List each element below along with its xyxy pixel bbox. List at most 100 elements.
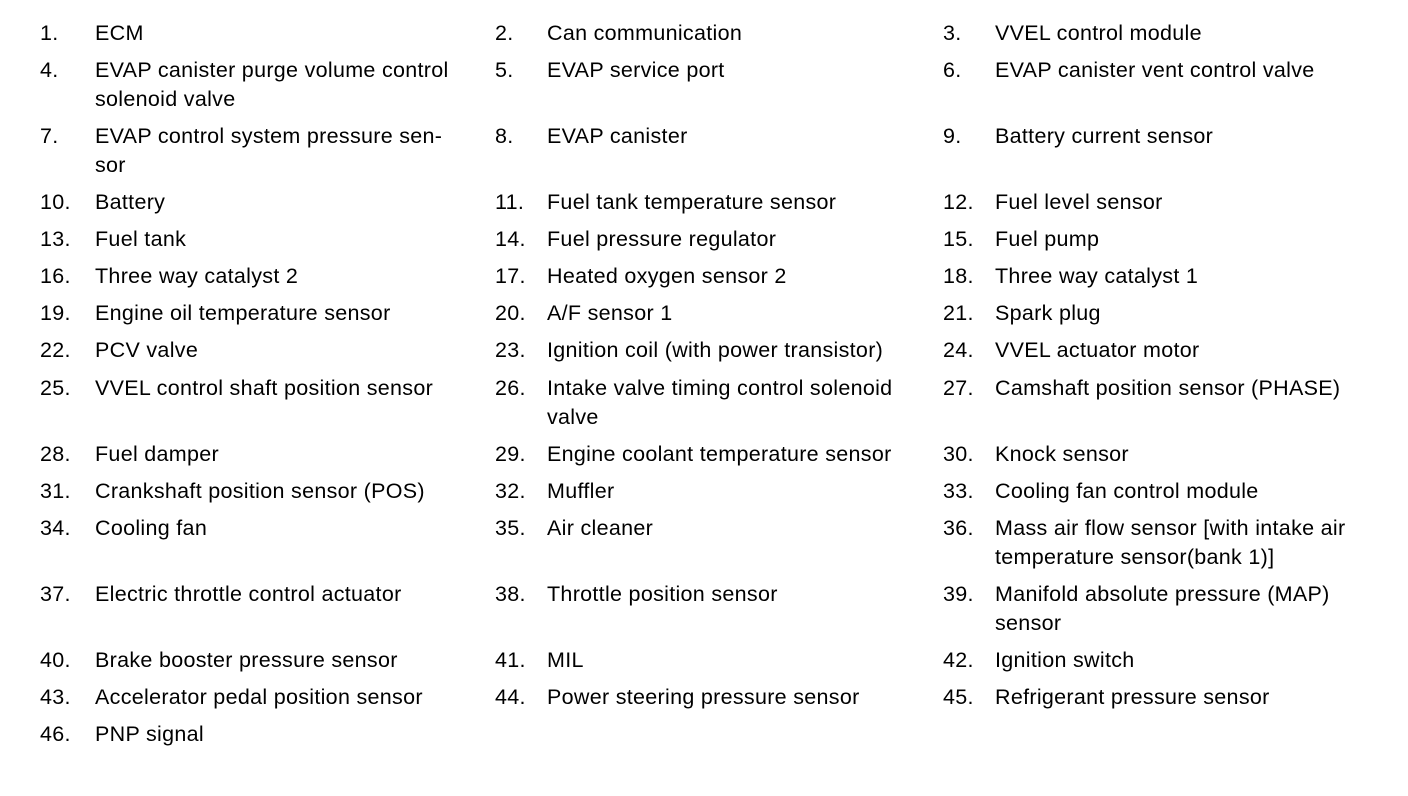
item-number: 7. bbox=[40, 124, 59, 148]
item-number: 40. bbox=[40, 648, 71, 672]
item-label: Engine oil temperature sensor bbox=[95, 301, 391, 325]
legend-item-45: 45. Refrigerant pressure sensor bbox=[943, 683, 1398, 712]
legend-item-44: 44. Power steering pressure sensor bbox=[495, 683, 943, 712]
item-number: 19. bbox=[40, 301, 71, 325]
item-number: 16. bbox=[40, 264, 71, 288]
item-label: VVEL control shaft position sensor bbox=[95, 376, 434, 400]
item-number: 32. bbox=[495, 479, 526, 503]
item-label: Ignition coil (with power transistor) bbox=[547, 338, 884, 362]
item-number: 9. bbox=[943, 124, 962, 148]
legend-item-31: 31. Crankshaft position sensor (POS) bbox=[40, 477, 495, 506]
item-number: 36. bbox=[943, 516, 974, 540]
legend-item-1: 1. ECM bbox=[40, 19, 495, 48]
item-number: 46. bbox=[40, 722, 71, 746]
item-label: Cooling fan bbox=[95, 516, 208, 540]
legend-item-40: 40. Brake booster pressure sensor bbox=[40, 646, 495, 675]
item-number: 18. bbox=[943, 264, 974, 288]
item-number: 37. bbox=[40, 582, 71, 606]
item-label: VVEL control module bbox=[995, 21, 1202, 45]
item-number: 4. bbox=[40, 58, 59, 82]
legend-item-41: 41. MIL bbox=[495, 646, 943, 675]
item-label: Muffler bbox=[547, 479, 615, 503]
item-label: Manifold absolute pressure (MAP) sensor bbox=[995, 582, 1330, 635]
legend-item-8: 8. EVAP canister bbox=[495, 122, 943, 151]
item-label: Throttle position sensor bbox=[547, 582, 778, 606]
item-label: Ignition switch bbox=[995, 648, 1135, 672]
legend-row-15: 43. Accelerator pedal position sensor 44… bbox=[40, 683, 1398, 712]
item-number: 27. bbox=[943, 376, 974, 400]
legend-item-18: 18. Three way catalyst 1 bbox=[943, 262, 1398, 291]
legend-item-4: 4. EVAP canister purge volume control so… bbox=[40, 56, 495, 114]
item-label: Battery current sensor bbox=[995, 124, 1214, 148]
item-label: Three way catalyst 1 bbox=[995, 264, 1199, 288]
item-number: 3. bbox=[943, 21, 962, 45]
legend-item-9: 9. Battery current sensor bbox=[943, 122, 1398, 151]
item-label: Three way catalyst 2 bbox=[95, 264, 299, 288]
legend-item-23: 23. Ignition coil (with power transistor… bbox=[495, 336, 943, 365]
item-number: 21. bbox=[943, 301, 974, 325]
item-label: Fuel pump bbox=[995, 227, 1100, 251]
legend-item-26: 26. Intake valve timing control solenoid… bbox=[495, 374, 943, 432]
item-label: Refrigerant pressure sensor bbox=[995, 685, 1270, 709]
item-number: 2. bbox=[495, 21, 514, 45]
legend-row-8: 22. PCV valve 23. Ignition coil (with po… bbox=[40, 336, 1398, 365]
item-number: 13. bbox=[40, 227, 71, 251]
item-number: 38. bbox=[495, 582, 526, 606]
item-label: Can communication bbox=[547, 21, 743, 45]
item-number: 28. bbox=[40, 442, 71, 466]
item-number: 20. bbox=[495, 301, 526, 325]
legend-row-11: 31. Crankshaft position sensor (POS) 32.… bbox=[40, 477, 1398, 506]
legend-row-6: 16. Three way catalyst 2 17. Heated oxyg… bbox=[40, 262, 1398, 291]
item-label: Spark plug bbox=[995, 301, 1101, 325]
legend-item-36: 36. Mass air flow sensor [with intake ai… bbox=[943, 514, 1398, 572]
item-number: 44. bbox=[495, 685, 526, 709]
legend-row-16: 46. PNP signal bbox=[40, 720, 1398, 749]
legend-item-5: 5. EVAP service port bbox=[495, 56, 943, 85]
item-number: 42. bbox=[943, 648, 974, 672]
legend-item-25: 25. VVEL control shaft position sensor bbox=[40, 374, 495, 403]
item-label: Intake valve timing control solenoid val… bbox=[547, 376, 893, 429]
legend-item-42: 42. Ignition switch bbox=[943, 646, 1398, 675]
legend-row-12: 34. Cooling fan 35. Air cleaner 36. Mass… bbox=[40, 514, 1398, 572]
item-number: 23. bbox=[495, 338, 526, 362]
legend-item-6: 6. EVAP canister vent control valve bbox=[943, 56, 1398, 85]
item-label: EVAP service port bbox=[547, 58, 725, 82]
item-label: Battery bbox=[95, 190, 166, 214]
item-label: Power steering pressure sensor bbox=[547, 685, 860, 709]
item-label: EVAP control system pressure sen- sor bbox=[95, 124, 443, 177]
legend-item-14: 14. Fuel pressure regulator bbox=[495, 225, 943, 254]
legend-item-22: 22. PCV valve bbox=[40, 336, 495, 365]
legend-row-9: 25. VVEL control shaft position sensor 2… bbox=[40, 374, 1398, 432]
item-number: 34. bbox=[40, 516, 71, 540]
legend-item-43: 43. Accelerator pedal position sensor bbox=[40, 683, 495, 712]
legend-item-20: 20. A/F sensor 1 bbox=[495, 299, 943, 328]
item-label: Crankshaft position sensor (POS) bbox=[95, 479, 425, 503]
item-number: 39. bbox=[943, 582, 974, 606]
legend-item-46: 46. PNP signal bbox=[40, 720, 495, 749]
item-number: 11. bbox=[495, 190, 525, 214]
legend-item-10: 10. Battery bbox=[40, 188, 495, 217]
legend-row-2: 4. EVAP canister purge volume control so… bbox=[40, 56, 1398, 114]
item-number: 1. bbox=[40, 21, 59, 45]
legend-item-29: 29. Engine coolant temperature sensor bbox=[495, 440, 943, 469]
legend-item-30: 30. Knock sensor bbox=[943, 440, 1398, 469]
item-label: Camshaft position sensor (PHASE) bbox=[995, 376, 1341, 400]
legend-item-27: 27. Camshaft position sensor (PHASE) bbox=[943, 374, 1398, 403]
item-number: 17. bbox=[495, 264, 526, 288]
legend-item-35: 35. Air cleaner bbox=[495, 514, 943, 543]
item-number: 41. bbox=[495, 648, 526, 672]
item-label: Electric throttle control actuator bbox=[95, 582, 402, 606]
legend-item-13: 13. Fuel tank bbox=[40, 225, 495, 254]
item-label: Cooling fan control module bbox=[995, 479, 1259, 503]
item-number: 29. bbox=[495, 442, 526, 466]
item-label: EVAP canister vent control valve bbox=[995, 58, 1315, 82]
item-label: ECM bbox=[95, 21, 144, 45]
item-number: 43. bbox=[40, 685, 71, 709]
item-number: 25. bbox=[40, 376, 71, 400]
item-number: 45. bbox=[943, 685, 974, 709]
item-label: Fuel pressure regulator bbox=[547, 227, 777, 251]
item-label: Fuel damper bbox=[95, 442, 219, 466]
item-label: Accelerator pedal position sensor bbox=[95, 685, 423, 709]
legend-item-2: 2. Can communication bbox=[495, 19, 943, 48]
